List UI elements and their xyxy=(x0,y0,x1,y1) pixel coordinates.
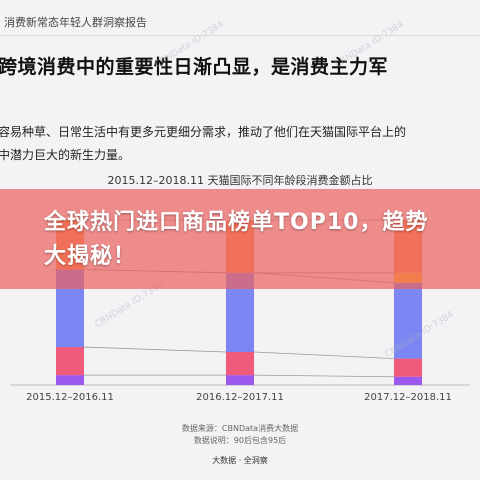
bar-segment xyxy=(394,358,422,377)
x-tick-label: 2015.12–2016.11 xyxy=(26,392,114,403)
bar-segment xyxy=(394,282,422,359)
bar-segment xyxy=(394,376,422,385)
x-tick-label: 2017.12–2018.11 xyxy=(364,392,452,403)
body-paragraph: 容易种草、日常生活中有更多元更细分需求，推动了他们在天猫国际平台上的 中潜力巨大… xyxy=(0,121,480,167)
connector-line xyxy=(253,374,395,378)
promo-banner-text[interactable]: 全球热门进口商品榜单TOP10，趋势大揭秘！ xyxy=(44,210,429,269)
section-headline: 跨境消费中的重要性日渐凸显，是消费主力军 xyxy=(0,56,389,78)
connector-line xyxy=(253,351,395,359)
bar-segment xyxy=(56,375,84,385)
report-header: 消费新常态年轻人群洞察报告 xyxy=(0,10,480,36)
body-line-2: 中潜力巨大的新生力量。 xyxy=(0,148,131,162)
connector-line xyxy=(83,346,227,353)
bar-segment xyxy=(56,347,84,376)
footer-brand: 大数据 · 全洞察 xyxy=(212,456,268,465)
promo-banner[interactable] xyxy=(0,189,480,289)
x-tick-label: 2016.12–2017.11 xyxy=(196,392,284,403)
footer-note: 数据说明：90后包含95后 xyxy=(193,436,287,445)
body-line-1: 容易种草、日常生活中有更多元更细分需求，推动了他们在天猫国际平台上的 xyxy=(0,125,407,139)
bar-segment xyxy=(226,352,254,376)
bar-segment xyxy=(226,375,254,385)
footer-source: 数据来源：CBNData消费大数据 xyxy=(181,424,299,433)
chart-title: 2015.12–2018.11 天猫国际不同年龄段消费金额占比 xyxy=(107,174,373,187)
